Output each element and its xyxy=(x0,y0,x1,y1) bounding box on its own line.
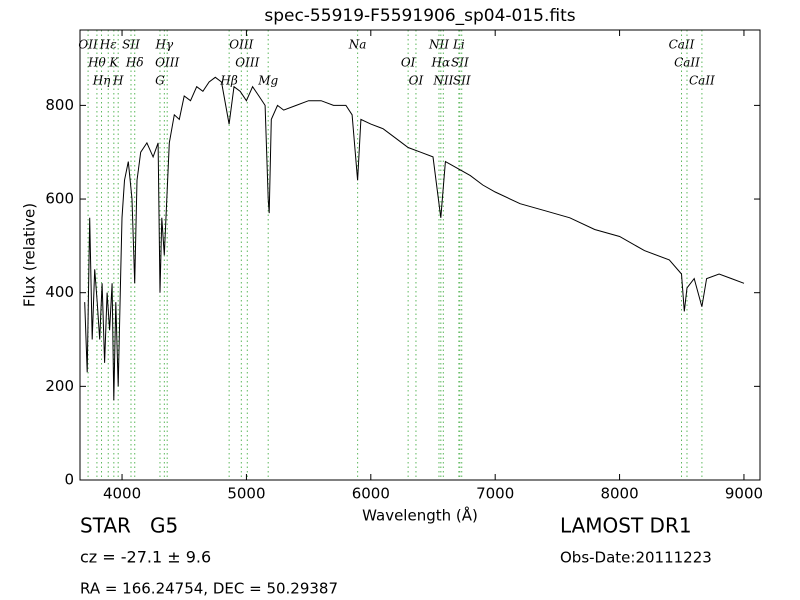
chart-title: spec-55919-F5591906_sp04-015.fits xyxy=(264,6,575,26)
spectral-line-label: Hε xyxy=(99,38,117,52)
y-tick-label: 400 xyxy=(45,283,74,301)
x-tick-label: 4000 xyxy=(103,485,141,503)
spectral-line-label: CaII xyxy=(669,38,695,52)
y-tick-label: 600 xyxy=(45,190,74,208)
y-tick-label: 200 xyxy=(45,377,74,395)
spectral-line-label: OIII xyxy=(229,38,253,52)
spectral-line-label: OIII xyxy=(235,56,259,70)
spectral-line-label: Hη xyxy=(92,74,111,88)
x-tick-label: 7000 xyxy=(476,485,514,503)
spectral-line-label: OII xyxy=(78,38,98,52)
y-tick-label: 0 xyxy=(64,471,74,489)
spectral-line-label: NII xyxy=(432,74,453,88)
spectral-line-label: SII xyxy=(453,74,471,88)
spectral-line-label: SII xyxy=(122,38,140,52)
x-tick-label: 5000 xyxy=(227,485,265,503)
obs-date: Obs-Date:20111223 xyxy=(560,549,712,567)
spectral-line-label: Na xyxy=(348,38,367,52)
x-tick-label: 8000 xyxy=(600,485,638,503)
spectral-line-label: H xyxy=(112,74,124,88)
coordinates: RA = 166.24754, DEC = 50.29387 xyxy=(80,580,338,598)
spectral-line-label: Hθ xyxy=(87,56,106,70)
x-tick-label: 6000 xyxy=(352,485,390,503)
spectral-line-label: OI xyxy=(401,56,416,70)
spectral-line-label: OIII xyxy=(155,56,179,70)
spectral-line-label: Mg xyxy=(257,74,278,88)
y-tick-label: 800 xyxy=(45,96,74,114)
spectral-line-label: SII xyxy=(451,56,469,70)
x-axis-label: Wavelength (Å) xyxy=(362,506,478,525)
redshift: cz = -27.1 ± 9.6 xyxy=(80,548,211,567)
spectral-line-label: CaII xyxy=(689,74,715,88)
spectral-line-label: Hβ xyxy=(219,74,237,88)
object-class: STAR G5 xyxy=(80,514,178,538)
y-axis-label: Flux (relative) xyxy=(21,203,39,307)
spectral-line-label: Hα xyxy=(431,56,451,70)
spectrum xyxy=(84,76,745,401)
survey: LAMOST DR1 xyxy=(560,514,692,538)
plot-frame xyxy=(79,29,761,481)
x-tick-label: 9000 xyxy=(725,485,763,503)
spectral-line-label: OI xyxy=(409,74,424,88)
spectral-line-label: CaII xyxy=(674,56,700,70)
spectral-line-label: Hδ xyxy=(125,56,144,70)
spectral-line-label: G xyxy=(155,74,165,88)
spectral-line-label: Hγ xyxy=(155,38,174,52)
spectral-line-label: K xyxy=(108,56,119,70)
spectral-line-label: Li xyxy=(452,38,465,52)
spectral-line-label: NII xyxy=(428,38,449,52)
